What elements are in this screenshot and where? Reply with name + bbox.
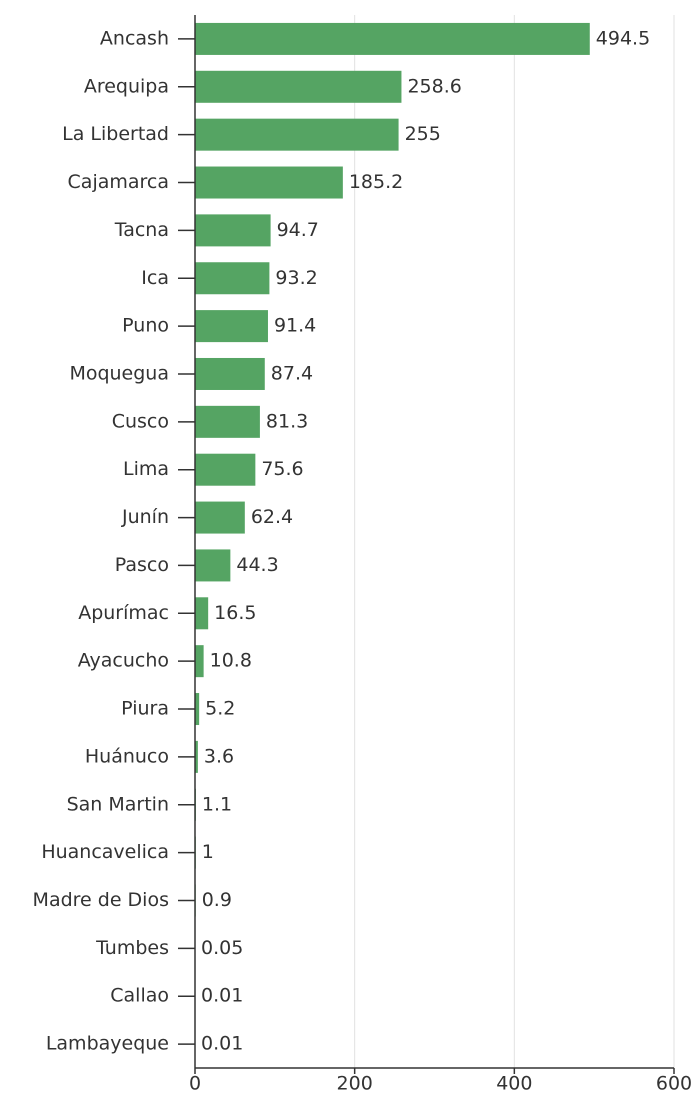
value-label: 3.6 bbox=[204, 745, 234, 767]
y-tick-label: Cajamarca bbox=[68, 171, 169, 193]
value-label: 44.3 bbox=[236, 554, 278, 576]
y-tick-label: Madre de Dios bbox=[33, 889, 169, 911]
y-tick-label: Piura bbox=[121, 698, 169, 720]
value-label: 5.2 bbox=[205, 698, 235, 720]
value-label: 93.2 bbox=[275, 267, 317, 289]
bar bbox=[195, 597, 209, 630]
y-tick-label: Pasco bbox=[115, 554, 169, 576]
y-tick-label: Callao bbox=[110, 985, 169, 1007]
y-tick-label: Ayacucho bbox=[78, 650, 169, 672]
y-tick-label: Huánuco bbox=[85, 745, 169, 767]
value-label: 1 bbox=[202, 841, 214, 863]
value-label: 0.01 bbox=[201, 1033, 243, 1055]
bar bbox=[195, 405, 260, 438]
y-tick-label: Junín bbox=[121, 506, 169, 528]
y-tick-label: Tacna bbox=[114, 219, 169, 241]
value-label: 0.9 bbox=[202, 889, 232, 911]
x-tick-label: 600 bbox=[656, 1073, 692, 1095]
y-tick-label: Lambayeque bbox=[46, 1033, 169, 1055]
bar bbox=[195, 740, 198, 773]
bar bbox=[195, 357, 265, 390]
bar bbox=[195, 310, 268, 343]
y-tick-label: Moquegua bbox=[69, 362, 169, 384]
y-tick-label: Apurímac bbox=[78, 602, 169, 624]
x-tick-label: 400 bbox=[496, 1073, 532, 1095]
value-label: 1.1 bbox=[202, 793, 232, 815]
bar bbox=[195, 501, 245, 534]
bar bbox=[195, 118, 399, 151]
value-label: 81.3 bbox=[266, 410, 308, 432]
y-tick-label: Ica bbox=[141, 267, 169, 289]
y-tick-label: Puno bbox=[122, 315, 169, 337]
value-label: 91.4 bbox=[274, 315, 316, 337]
bar bbox=[195, 453, 256, 486]
value-label: 258.6 bbox=[407, 75, 461, 97]
bar bbox=[195, 22, 590, 55]
x-tick-label: 200 bbox=[337, 1073, 373, 1095]
bar bbox=[195, 70, 402, 103]
bar bbox=[195, 549, 231, 582]
bar bbox=[195, 693, 200, 726]
value-label: 94.7 bbox=[277, 219, 319, 241]
bar bbox=[195, 166, 343, 199]
y-tick-label: San Martin bbox=[67, 793, 169, 815]
y-tick-label: Arequipa bbox=[84, 75, 169, 97]
y-tick-label: Cusco bbox=[112, 410, 169, 432]
value-label: 0.05 bbox=[201, 937, 243, 959]
value-label: 0.01 bbox=[201, 985, 243, 1007]
bar bbox=[195, 262, 270, 295]
y-tick-label: Lima bbox=[123, 458, 169, 480]
y-tick-label: Ancash bbox=[100, 27, 169, 49]
y-tick-label: Huancavelica bbox=[41, 841, 169, 863]
value-label: 255 bbox=[405, 123, 441, 145]
value-label: 87.4 bbox=[271, 362, 313, 384]
value-label: 185.2 bbox=[349, 171, 403, 193]
value-label: 494.5 bbox=[596, 27, 650, 49]
y-tick-label: La Libertad bbox=[62, 123, 169, 145]
value-label: 10.8 bbox=[210, 650, 252, 672]
bar bbox=[195, 214, 271, 247]
x-tick-label: 0 bbox=[189, 1073, 201, 1095]
bar bbox=[195, 645, 204, 678]
value-label: 75.6 bbox=[261, 458, 303, 480]
value-label: 16.5 bbox=[214, 602, 256, 624]
y-tick-label: Tumbes bbox=[95, 937, 169, 959]
value-label: 62.4 bbox=[251, 506, 293, 528]
